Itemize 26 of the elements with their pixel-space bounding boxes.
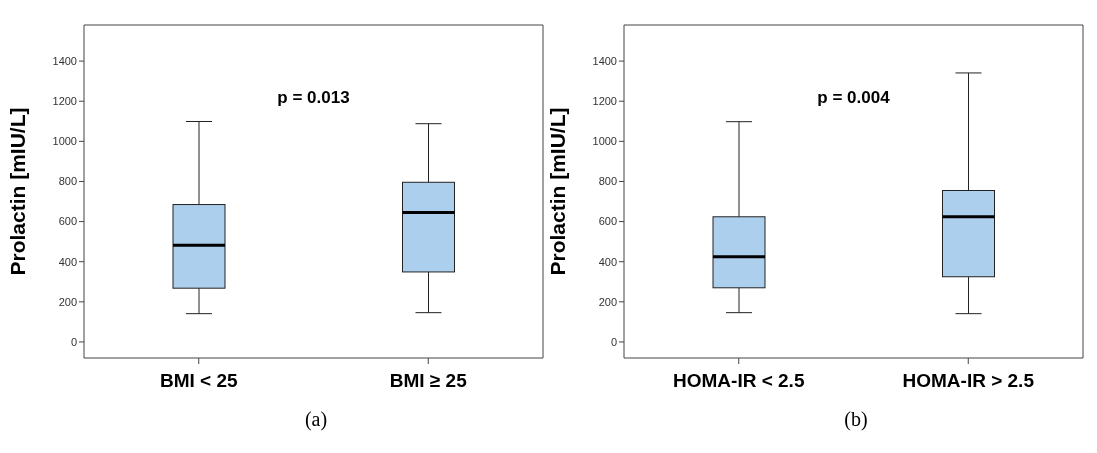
y-tick-label: 1200 [52, 95, 77, 108]
x-tick-label: BMI < 25 [159, 370, 238, 392]
annotation: p = 0.004 [816, 88, 891, 108]
y-tick-label: 800 [58, 175, 77, 188]
y-tick-label: 0 [70, 335, 77, 348]
y-tick-label: 200 [598, 295, 617, 308]
y-tick-label: 600 [598, 215, 617, 228]
y-tick-label: 1000 [52, 135, 77, 148]
x-tick-label: HOMA-IR > 2.5 [902, 370, 1035, 392]
text: (b) [843, 408, 869, 431]
x-tick-label: BMI ≥ 25 [389, 370, 468, 392]
y-tick-label: 1400 [52, 55, 77, 68]
y-tick-label: 400 [598, 255, 617, 268]
y-tick-label: 1400 [592, 55, 617, 68]
y-tick-label: 1200 [592, 95, 617, 108]
annotation: p = 0.013 [276, 88, 351, 108]
y-tick-label: 0 [610, 335, 617, 348]
y-tick-label: 1000 [592, 135, 617, 148]
text: (a) [303, 408, 329, 431]
y-axis-title: Prolactin [mIU/L] [546, 107, 570, 276]
y-tick-label: 200 [58, 295, 77, 308]
y-tick-label: 800 [598, 175, 617, 188]
y-tick-label: 400 [58, 255, 77, 268]
y-axis-title: Prolactin [mIU/L] [6, 107, 30, 276]
x-tick-label: HOMA-IR < 2.5 [673, 370, 805, 392]
y-tick-label: 600 [58, 215, 77, 228]
